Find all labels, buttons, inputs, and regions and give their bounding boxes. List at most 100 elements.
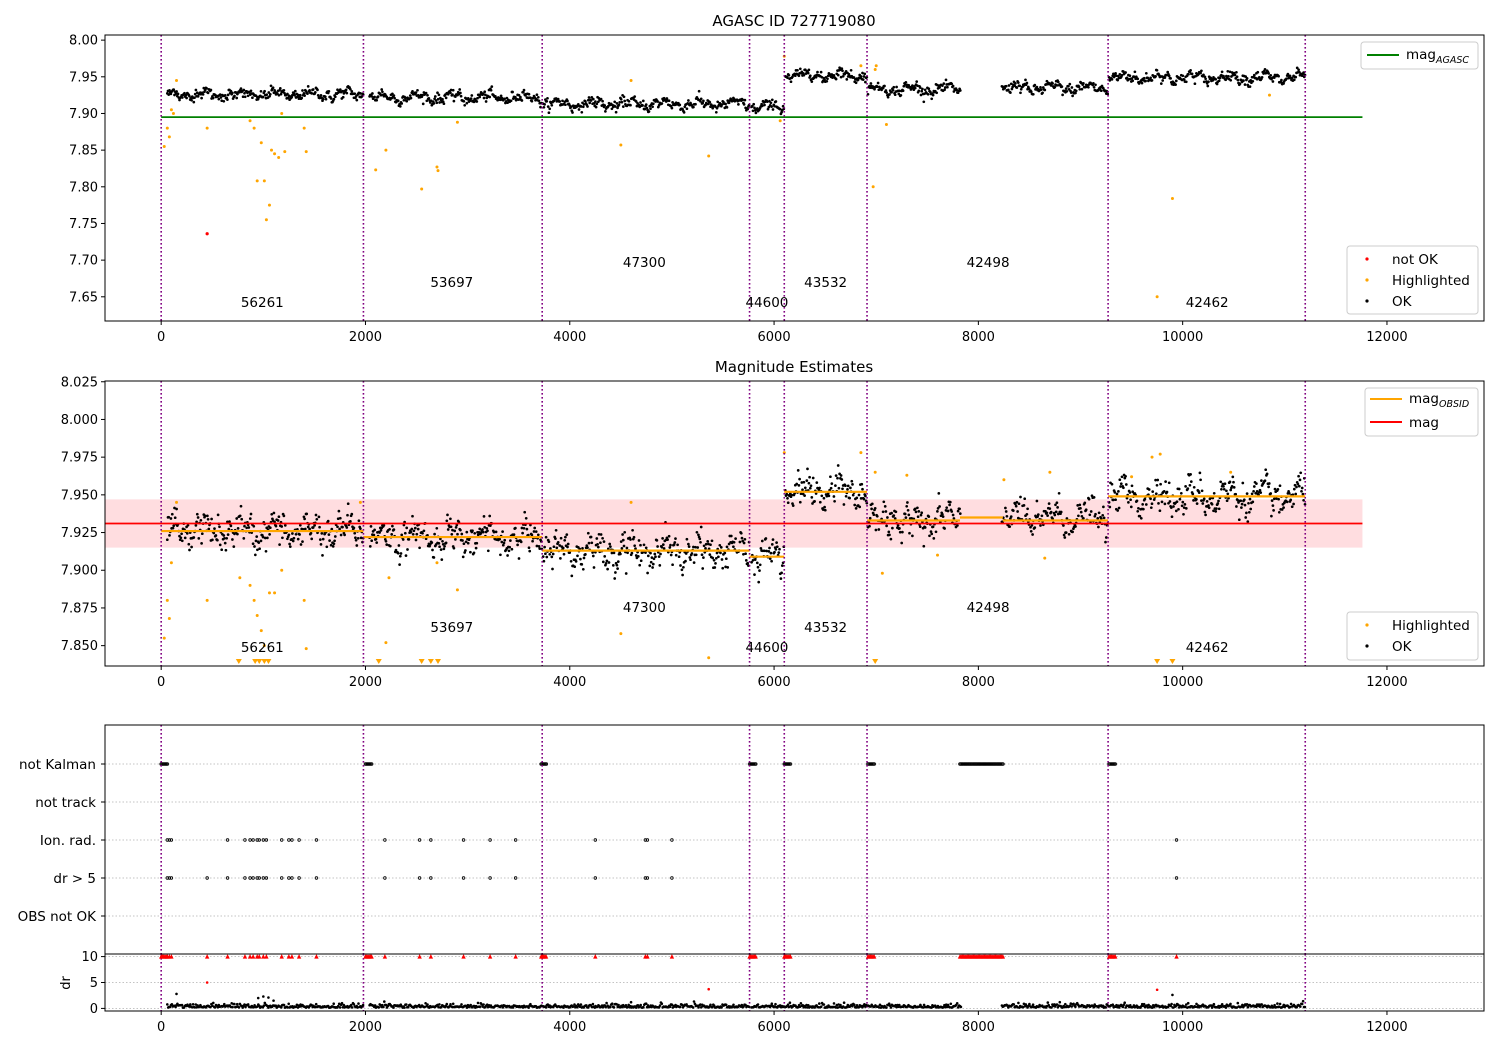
ok-point (183, 536, 187, 540)
ok-point (653, 552, 657, 556)
legend-mag: mag (1409, 415, 1439, 431)
ok-point (1108, 505, 1112, 509)
ok-point (403, 531, 407, 535)
obsid-label: 44600 (745, 295, 788, 311)
x-tick-label: 6000 (758, 330, 791, 345)
ok-point (243, 95, 247, 99)
ok-point (752, 102, 756, 106)
ok-point (819, 70, 823, 74)
ok-point (558, 100, 562, 103)
ok-point (768, 557, 772, 560)
ok-point (840, 67, 844, 70)
ok-point (1199, 71, 1202, 75)
ok-point (639, 101, 642, 104)
ok-point (1207, 506, 1211, 510)
ok-point (923, 526, 927, 529)
dr-point (1122, 1003, 1126, 1007)
ion-rad-point (461, 838, 466, 842)
ok-point (211, 538, 214, 542)
ok-point (1292, 78, 1296, 82)
ok-point (587, 96, 591, 99)
dr-point (922, 1003, 926, 1007)
ok-point (393, 96, 396, 100)
not-kalman-point (1113, 762, 1117, 766)
dr-point (678, 1005, 682, 1009)
ok-point (874, 528, 878, 532)
ok-point (649, 560, 653, 564)
obsid-label: 44600 (745, 640, 788, 656)
ok-point (308, 527, 311, 531)
ok-point (826, 77, 829, 81)
ok-point (350, 512, 354, 516)
ok-point (754, 111, 758, 115)
ok-point (1282, 506, 1285, 509)
ok-point (316, 94, 320, 97)
ok-point (950, 510, 954, 513)
ok-point (228, 520, 231, 523)
ok-point (1006, 88, 1010, 92)
not-kalman-point (544, 762, 549, 766)
flag-row-label: OBS not OK (18, 909, 98, 925)
ok-point (516, 543, 519, 547)
ok-point (404, 554, 408, 557)
ok-point (1202, 73, 1205, 77)
ok-point (211, 96, 215, 100)
ok-point (195, 520, 198, 524)
ion-rad-point (264, 838, 269, 842)
ok-point (958, 507, 961, 511)
ok-point (482, 96, 486, 100)
ok-point (556, 97, 560, 101)
ok-point (1292, 487, 1296, 491)
obsid-label: 47300 (623, 600, 666, 616)
ok-point (407, 538, 411, 541)
ok-point (296, 537, 300, 541)
ok-point (517, 557, 521, 560)
ok-point (1178, 497, 1182, 501)
ok-point (707, 547, 711, 551)
ok-point (586, 546, 589, 549)
highlighted-point (259, 629, 263, 633)
dr-point (692, 1000, 696, 1003)
dr-point (1246, 1005, 1250, 1009)
ok-point (704, 542, 708, 546)
dr-point (612, 1006, 616, 1009)
dr-capped-marker (487, 954, 493, 959)
ok-point (261, 95, 265, 99)
ok-point (1220, 70, 1224, 74)
ok-point (1152, 498, 1156, 501)
ok-point (236, 532, 239, 536)
ok-point (193, 96, 196, 100)
ok-point (743, 537, 747, 541)
ok-point (841, 69, 844, 73)
ok-point (481, 528, 484, 531)
ok-point (445, 519, 449, 523)
ok-point (226, 98, 229, 101)
ok-point (737, 103, 740, 106)
dr-capped-marker (169, 954, 174, 959)
dr-point (448, 1005, 451, 1008)
highlighted-point (435, 165, 439, 169)
dr-gt5-point (243, 876, 247, 880)
ok-point (655, 539, 659, 542)
dr-point (624, 1004, 628, 1007)
dr-gt5-point (488, 876, 492, 880)
dr-point (337, 1004, 340, 1008)
dr-point (744, 1003, 747, 1007)
ok-point (795, 482, 799, 486)
ok-point (569, 105, 573, 108)
ok-point (235, 96, 239, 100)
ok-point (169, 517, 173, 520)
ok-point (1225, 499, 1229, 503)
dr-point (546, 1003, 550, 1006)
ok-point (218, 93, 222, 96)
dr-point (680, 1003, 684, 1007)
ok-point (311, 88, 315, 91)
ok-point (614, 571, 617, 574)
ok-point (270, 512, 274, 516)
ok-point (486, 529, 489, 533)
ok-point (476, 533, 480, 537)
dr-point (851, 1004, 854, 1008)
ok-point (633, 95, 637, 98)
ok-point (699, 540, 702, 544)
ok-point (815, 481, 819, 484)
